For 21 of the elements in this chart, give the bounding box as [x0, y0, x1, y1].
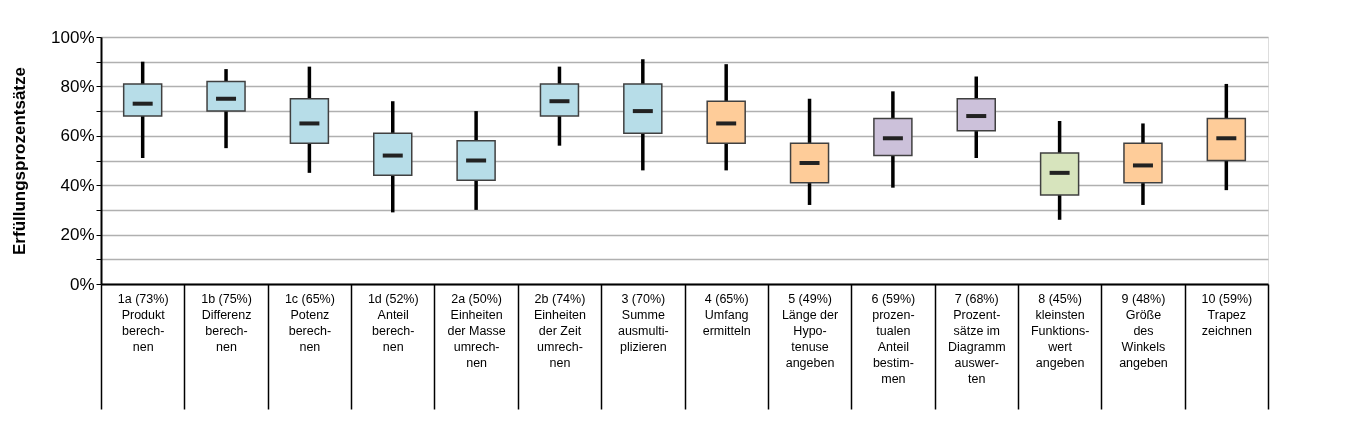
x-tick-label: 1a (73%) Produkt berech- nen	[117, 291, 169, 354]
x-tick-label: 5 (49%) Länge der Hypo- tenuse angeben	[781, 291, 839, 370]
y-tick-label: 100%	[51, 27, 95, 47]
x-tick-label: 1b (75%) Differenz berech- nen	[201, 291, 252, 354]
y-tick-label: 60%	[60, 126, 95, 146]
x-tick-label: 10 (59%) Trapez zeichnen	[1201, 291, 1253, 338]
x-tick-label: 8 (45%) kleinsten Funktions- wert angeben	[1030, 291, 1090, 370]
x-tick-label: 4 (65%) Umfang ermitteln	[702, 291, 751, 338]
x-tick-label: 1d (52%) Anteil berech- nen	[367, 291, 419, 354]
y-axis-title: Erfüllungsprozentsätze	[10, 67, 30, 255]
y-tick-label: 80%	[60, 76, 95, 96]
x-tick-label: 2a (50%) Einheiten der Masse umrech- nen	[447, 291, 506, 370]
x-tick-label: 6 (59%) prozen- tualen Anteil bestim- men	[871, 291, 916, 386]
x-tick-label: 2b (74%) Einheiten der Zeit umrech- nen	[533, 291, 587, 370]
y-tick-label: 0%	[69, 274, 95, 294]
x-tick-label: 9 (48%) Größe des Winkels angeben	[1119, 291, 1168, 370]
x-tick-label: 1c (65%) Potenz berech- nen	[284, 291, 335, 354]
y-tick-label: 40%	[60, 175, 95, 195]
x-tick-label: 7 (68%) Prozent- sätze im Diagramm auswer- ten	[947, 291, 1006, 386]
x-tick-label: 3 (70%) Summe ausmulti- plizieren	[617, 291, 669, 354]
y-tick-label: 20%	[60, 225, 95, 245]
